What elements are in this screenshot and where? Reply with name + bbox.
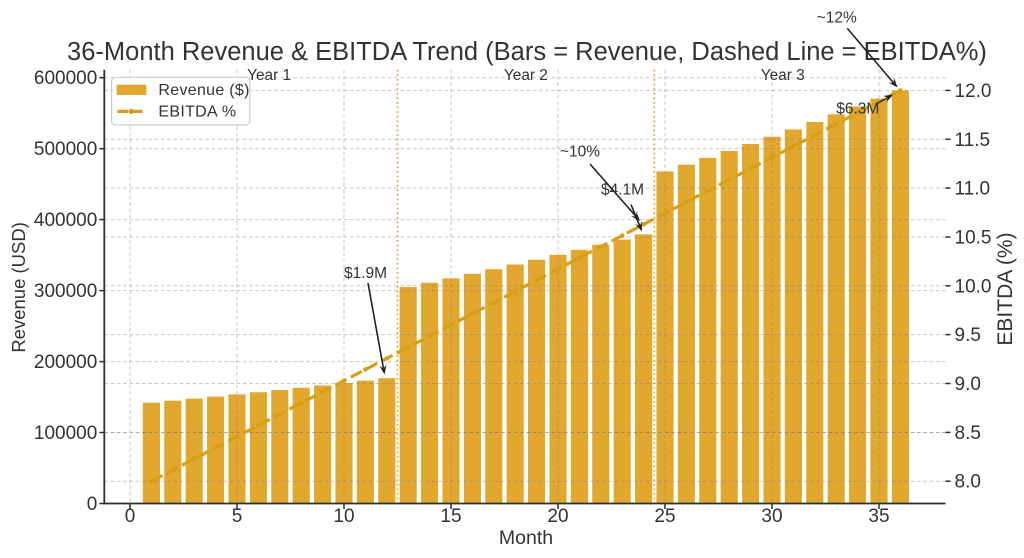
svg-text:20: 20 — [547, 506, 568, 527]
svg-text:12.0: 12.0 — [955, 81, 992, 102]
svg-text:$6.3M: $6.3M — [836, 100, 879, 117]
svg-text:500000: 500000 — [34, 139, 97, 160]
svg-text:9.0: 9.0 — [955, 374, 981, 395]
svg-text:8.5: 8.5 — [955, 423, 981, 444]
svg-text:5: 5 — [232, 506, 243, 527]
svg-text:$4.1M: $4.1M — [601, 182, 644, 199]
svg-text:300000: 300000 — [34, 281, 97, 302]
svg-text:Month: Month — [499, 527, 553, 549]
svg-text:$1.9M: $1.9M — [344, 265, 387, 282]
svg-text:30: 30 — [761, 506, 782, 527]
svg-text:11.5: 11.5 — [955, 130, 991, 151]
svg-text:Revenue (USD): Revenue (USD) — [8, 222, 29, 353]
svg-text:EBITDA %: EBITDA % — [158, 103, 236, 120]
svg-text:10.0: 10.0 — [955, 276, 992, 297]
svg-text:36-Month Revenue & EBITDA Tren: 36-Month Revenue & EBITDA Trend (Bars = … — [67, 38, 987, 66]
svg-text:Revenue ($): Revenue ($) — [158, 82, 249, 99]
svg-text:35: 35 — [868, 506, 889, 527]
svg-text:10: 10 — [333, 506, 354, 527]
svg-text:15: 15 — [440, 506, 461, 527]
svg-text:25: 25 — [654, 506, 675, 527]
svg-text:Year 1: Year 1 — [247, 67, 291, 84]
svg-text:0: 0 — [125, 506, 136, 527]
svg-text:600000: 600000 — [34, 68, 97, 89]
svg-text:Year 2: Year 2 — [504, 67, 548, 84]
svg-text:~10%: ~10% — [560, 144, 600, 161]
svg-text:~12%: ~12% — [817, 10, 857, 27]
svg-text:EBITDA (%): EBITDA (%) — [994, 232, 1017, 345]
svg-text:200000: 200000 — [34, 352, 97, 373]
svg-text:11.0: 11.0 — [955, 179, 991, 200]
svg-text:Year 3: Year 3 — [761, 67, 805, 84]
svg-text:100000: 100000 — [34, 423, 97, 444]
svg-text:10.5: 10.5 — [955, 228, 992, 249]
svg-text:400000: 400000 — [34, 210, 97, 231]
svg-text:0: 0 — [87, 494, 98, 515]
svg-text:8.0: 8.0 — [955, 472, 981, 493]
svg-text:9.5: 9.5 — [955, 325, 981, 346]
